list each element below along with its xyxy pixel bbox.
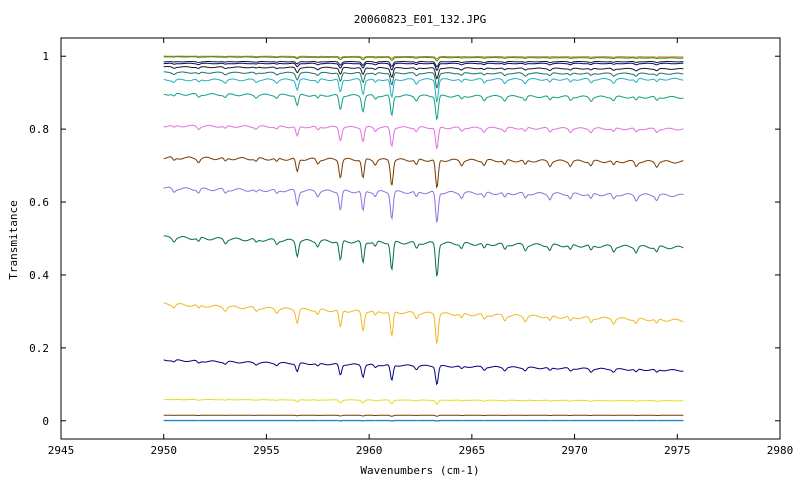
y-tick-label: 0 xyxy=(42,415,49,428)
series-line xyxy=(163,156,684,189)
axes-layer: 2945 2950 2955 2960 2965 2970 2975 2980 0 0.2 0.4 0… xyxy=(29,38,793,457)
series-line xyxy=(163,55,684,60)
chart-title: 20060823_E01_132.JPG xyxy=(354,13,486,26)
x-tick-label: 2945 xyxy=(48,444,75,457)
series-line xyxy=(163,302,684,345)
series-line xyxy=(163,398,684,405)
x-tick-label: 2955 xyxy=(253,444,280,457)
series-line xyxy=(163,56,684,62)
x-tick-label: 2975 xyxy=(664,444,691,457)
x-tick-label: 2980 xyxy=(767,444,794,457)
y-axis-title: Transmitance xyxy=(7,200,20,279)
x-tick-label: 2970 xyxy=(561,444,588,457)
series-line xyxy=(163,92,684,121)
series-line xyxy=(163,414,684,417)
series-layer xyxy=(163,55,684,422)
plot-frame xyxy=(60,37,781,440)
series-line xyxy=(163,71,684,89)
y-tick-label: 0.2 xyxy=(29,342,49,355)
series-line xyxy=(163,359,684,386)
y-tick-label: 0.6 xyxy=(29,196,49,209)
x-axis-title: Wavenumbers (cm-1) xyxy=(360,464,479,477)
y-tick-label: 0.4 xyxy=(29,269,49,282)
series-line xyxy=(163,235,684,278)
series-line xyxy=(163,77,684,103)
y-tick-label: 0.8 xyxy=(29,123,49,136)
series-line xyxy=(163,61,684,68)
series-line xyxy=(163,186,684,224)
y-tick-label: 1 xyxy=(42,50,49,63)
x-tick-label: 2960 xyxy=(356,444,383,457)
series-line xyxy=(163,66,684,80)
series-line xyxy=(163,62,684,71)
series-line xyxy=(163,124,684,150)
x-tick-label: 2950 xyxy=(150,444,177,457)
x-tick-label: 2965 xyxy=(459,444,486,457)
